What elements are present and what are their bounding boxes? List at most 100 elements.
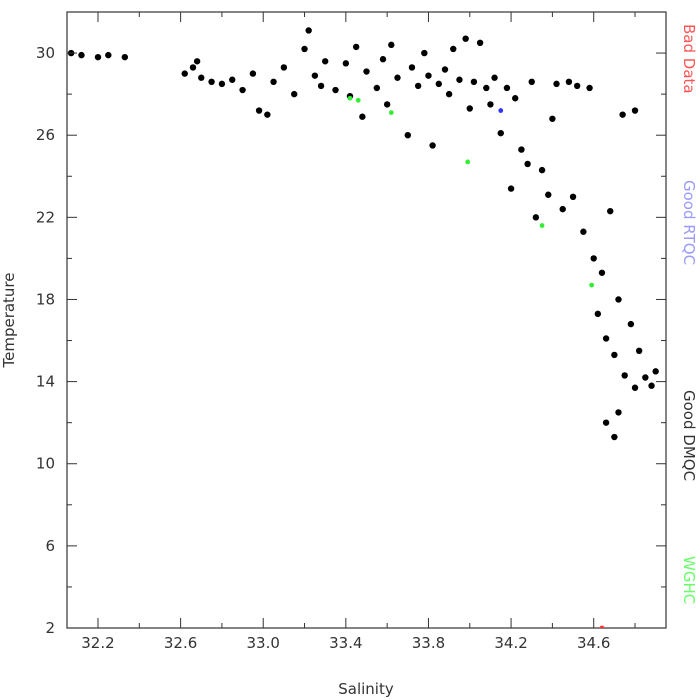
point-good-dmqc xyxy=(441,66,449,73)
point-good-dmqc xyxy=(264,111,271,118)
point-good-dmqc xyxy=(342,60,350,67)
legend-good-dmqc: Good DMQC xyxy=(680,390,698,481)
point-good-dmqc xyxy=(594,310,602,318)
point-good-dmqc xyxy=(487,101,494,108)
point-good-dmqc xyxy=(291,90,298,98)
point-good-dmqc xyxy=(321,58,329,65)
point-good-dmqc xyxy=(652,368,659,375)
point-good-dmqc xyxy=(429,142,436,149)
point-good-dmqc xyxy=(198,74,205,81)
point-good-dmqc xyxy=(642,374,649,381)
point-wghc xyxy=(465,159,471,165)
point-good-dmqc xyxy=(311,72,319,79)
point-good-dmqc xyxy=(524,160,531,168)
point-good-dmqc xyxy=(421,49,428,57)
point-wghc xyxy=(589,282,595,288)
legend-wghc: WGHC xyxy=(680,556,698,604)
legend-bad-data: Bad Data xyxy=(680,24,698,94)
point-good-dmqc xyxy=(189,64,197,71)
point-good-dmqc xyxy=(503,84,511,92)
point-good-dmqc xyxy=(94,53,102,61)
point-good-dmqc xyxy=(580,228,587,235)
y-tick-label: 30 xyxy=(36,44,55,62)
y-tick-label: 26 xyxy=(36,126,55,144)
legend-good-rtqc: Good RTQC xyxy=(680,180,698,265)
point-good-dmqc xyxy=(121,53,129,61)
point-good-dmqc xyxy=(573,82,581,90)
point-good-dmqc xyxy=(332,86,339,94)
y-tick-label: 6 xyxy=(45,537,55,555)
point-good-dmqc xyxy=(359,113,366,120)
point-good-dmqc xyxy=(105,51,112,59)
point-good-dmqc xyxy=(435,80,442,88)
point-good-dmqc xyxy=(631,384,639,391)
point-good-dmqc xyxy=(363,68,370,75)
point-good-dmqc xyxy=(518,146,525,153)
point-good-rtqc xyxy=(498,108,504,113)
point-good-dmqc xyxy=(635,347,643,354)
point-good-dmqc xyxy=(497,129,504,137)
point-good-dmqc xyxy=(462,35,469,42)
y-tick-label: 10 xyxy=(36,455,55,473)
point-good-dmqc xyxy=(445,90,453,98)
x-tick-label: 34.6 xyxy=(577,634,610,652)
plot-frame xyxy=(66,11,667,629)
point-good-dmqc xyxy=(208,78,215,86)
point-good-dmqc xyxy=(507,185,515,192)
point-good-dmqc xyxy=(425,72,432,79)
point-good-dmqc xyxy=(532,214,540,221)
point-good-dmqc xyxy=(379,56,387,63)
point-good-dmqc xyxy=(239,86,246,94)
data-layer xyxy=(67,27,659,628)
point-good-dmqc xyxy=(301,45,308,53)
point-good-dmqc xyxy=(538,166,546,174)
y-tick-label: 2 xyxy=(45,619,55,637)
point-good-dmqc xyxy=(218,80,226,88)
point-good-dmqc xyxy=(648,382,655,389)
point-good-dmqc xyxy=(229,76,236,83)
point-bad-data xyxy=(599,625,605,628)
point-good-dmqc xyxy=(590,255,597,262)
point-good-dmqc xyxy=(470,78,478,86)
point-good-dmqc xyxy=(255,107,263,114)
point-good-dmqc xyxy=(280,64,288,71)
x-tick-label: 32.6 xyxy=(164,634,197,652)
y-tick-label: 18 xyxy=(36,290,55,308)
point-good-dmqc xyxy=(611,433,618,441)
y-tick-label: 14 xyxy=(36,373,55,391)
point-good-dmqc xyxy=(249,70,257,77)
point-wghc xyxy=(539,223,545,228)
point-good-dmqc xyxy=(627,320,635,328)
point-good-dmqc xyxy=(621,372,628,379)
point-wghc xyxy=(388,110,394,116)
x-axis-title: Salinity xyxy=(338,680,394,698)
point-good-dmqc xyxy=(373,84,381,92)
point-good-dmqc xyxy=(450,45,457,53)
point-wghc xyxy=(347,95,353,101)
point-good-dmqc xyxy=(631,107,639,114)
point-good-dmqc xyxy=(559,205,566,213)
point-good-dmqc xyxy=(565,78,573,86)
point-good-dmqc xyxy=(317,82,325,90)
point-good-dmqc xyxy=(619,111,626,118)
point-good-dmqc xyxy=(512,95,519,102)
point-good-dmqc xyxy=(78,51,85,59)
point-good-dmqc xyxy=(545,191,552,198)
x-tick-label: 33.0 xyxy=(247,634,280,652)
point-good-dmqc xyxy=(615,296,622,303)
point-good-dmqc xyxy=(193,58,201,65)
point-good-dmqc xyxy=(602,419,610,426)
x-tick-label: 33.8 xyxy=(412,634,445,652)
point-wghc xyxy=(355,97,361,103)
point-good-dmqc xyxy=(476,39,484,46)
x-tick-label: 34.2 xyxy=(494,634,527,652)
point-good-dmqc xyxy=(404,132,412,139)
point-good-dmqc xyxy=(394,74,401,81)
point-good-dmqc xyxy=(383,101,391,108)
tick-layer: 32.2 32.6 33.0 33.4 33.8 34.2 34.6261014182226… xyxy=(36,11,666,652)
point-good-dmqc xyxy=(456,76,463,83)
point-good-dmqc xyxy=(586,84,593,92)
point-good-dmqc xyxy=(270,78,277,86)
x-tick-label: 32.2 xyxy=(81,634,114,652)
